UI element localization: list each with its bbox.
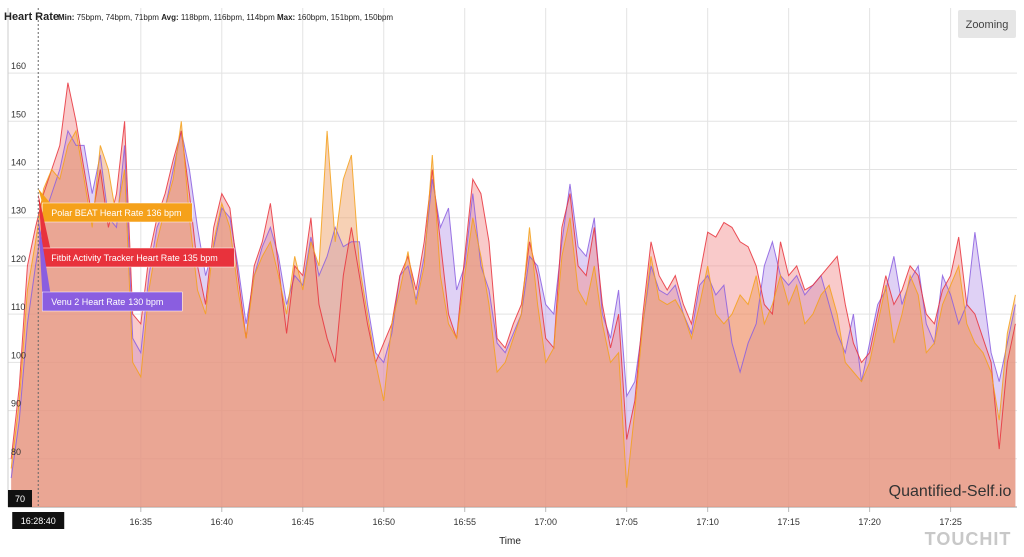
stat-label: Max: bbox=[277, 13, 295, 22]
y-tick-label: 80 bbox=[11, 447, 21, 457]
x-tick-label: 17:25 bbox=[939, 517, 962, 527]
y-tick-label: 140 bbox=[11, 158, 26, 168]
y-tick-label: 100 bbox=[11, 350, 26, 360]
cursor-y-box bbox=[8, 490, 32, 507]
line bbox=[10, 121, 1016, 488]
cursor-x-label: 16:28:40 bbox=[21, 516, 56, 526]
tooltip-box bbox=[41, 291, 183, 312]
y-tick-label: 90 bbox=[11, 399, 21, 409]
tooltip-series: Fitbit Activity Tracker Heart Rate bbox=[51, 253, 180, 263]
tooltip-text: Polar BEAT Heart Rate 136 bpm bbox=[51, 208, 181, 218]
y-tick-label: 130 bbox=[11, 206, 26, 216]
watermark: Quantified-Self.io bbox=[889, 483, 1012, 500]
lines bbox=[10, 82, 1016, 488]
tooltip-pointer bbox=[38, 188, 51, 203]
stat-text: 75bpm, 74bpm, 71bpm bbox=[77, 13, 160, 22]
x-tick-label: 16:45 bbox=[291, 517, 314, 527]
tooltip-pointer bbox=[38, 193, 51, 248]
labels: 80 90 100 110 120 130 140 150 160 16:35 16:40 16:45… bbox=[11, 61, 962, 527]
chart-title: Heart Rate bbox=[4, 11, 59, 23]
area bbox=[11, 82, 1016, 507]
tooltip-layer: 16:28:40 70 Polar BEAT Heart Rate 136 bpm Fi… bbox=[8, 8, 235, 529]
tooltip-text: Fitbit Activity Tracker Heart Rate 135 bp… bbox=[51, 253, 218, 263]
cursor-y-label: 70 bbox=[15, 494, 25, 504]
area bbox=[11, 130, 1016, 507]
x-tick-label: 16:35 bbox=[130, 517, 153, 527]
stat-label: Min: bbox=[58, 13, 74, 22]
y-tick-label: 150 bbox=[11, 109, 26, 119]
y-tick-label: 110 bbox=[11, 302, 25, 312]
tooltip-pointer bbox=[38, 217, 51, 292]
y-tick-label: 120 bbox=[11, 254, 26, 264]
x-tick-label: 17:20 bbox=[858, 517, 881, 527]
stat-text: 118bpm, 116bpm, 114bpm bbox=[181, 13, 275, 22]
cursor-x-box bbox=[12, 512, 65, 529]
area bbox=[11, 121, 1016, 508]
zoom-button[interactable] bbox=[958, 10, 1016, 38]
x-tick-label: 17:15 bbox=[777, 517, 800, 527]
x-tick-label: 16:55 bbox=[453, 517, 476, 527]
stat-text: 160bpm, 151bpm, 150bpm bbox=[297, 13, 393, 22]
x-tick-label: 17:10 bbox=[696, 517, 719, 527]
tooltip-value: 135 bpm bbox=[183, 253, 218, 263]
tooltip-value: 136 bpm bbox=[146, 208, 181, 218]
x-tick-label: 17:05 bbox=[615, 517, 638, 527]
x-tick-label: 16:50 bbox=[372, 517, 395, 527]
y-tick-label: 160 bbox=[11, 61, 26, 71]
tooltip-series: Venu 2 Heart Rate bbox=[51, 297, 125, 307]
zoom-button-label[interactable]: Zooming bbox=[966, 19, 1009, 31]
x-axis-label: Time bbox=[499, 536, 521, 547]
areas bbox=[11, 82, 1016, 508]
x-tick-label: 17:00 bbox=[534, 517, 557, 527]
tooltip-series: Polar BEAT Heart Rate bbox=[51, 208, 143, 218]
x-tick-label: 16:40 bbox=[211, 517, 234, 527]
tooltip-value: 130 bpm bbox=[128, 297, 163, 307]
stats: Min: 75bpm, 74bpm, 71bpm Avg: 118bpm, 11… bbox=[58, 13, 393, 22]
logo: TOUCHIT bbox=[925, 529, 1012, 549]
stat-label: Avg: bbox=[161, 13, 178, 22]
tooltip-text: Venu 2 Heart Rate 130 bpm bbox=[51, 297, 163, 307]
